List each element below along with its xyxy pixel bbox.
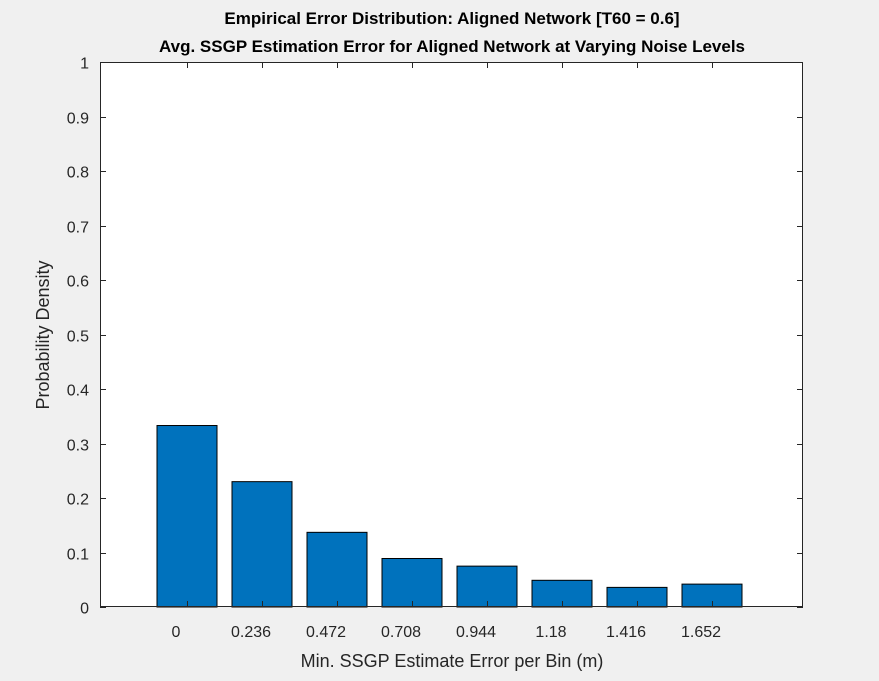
x-tick-label: 0.708 xyxy=(381,624,421,641)
x-tick-label: 0.236 xyxy=(231,624,271,641)
y-tick-label: 0.1 xyxy=(67,547,89,564)
bar-3 xyxy=(381,557,443,608)
x-tick-label: 1.18 xyxy=(535,624,566,641)
axes-layer: 0 0.1 0.2 0.3 0.4 0.5 0.6 0.7 0.8 0.9 1 0 0.236 0.472… xyxy=(67,56,803,641)
y-tick-label: 1 xyxy=(80,56,89,73)
chart-subtitle: Avg. SSGP Estimation Error for Aligned N… xyxy=(159,37,745,56)
x-tick-label: 1.416 xyxy=(606,624,646,641)
y-tick-label: 0 xyxy=(80,601,89,618)
y-tick-label: 0.3 xyxy=(67,438,89,455)
bar-0 xyxy=(156,425,218,608)
y-tick-label: 0.5 xyxy=(67,329,89,346)
x-tick-label: 1.652 xyxy=(681,624,721,641)
bar-2 xyxy=(306,531,368,608)
y-tick-label: 0.2 xyxy=(67,492,89,509)
y-tick-label: 0.4 xyxy=(67,383,89,400)
x-tick-label: 0 xyxy=(172,624,181,641)
x-tick-label: 0.944 xyxy=(456,624,496,641)
y-tick-label: 0.6 xyxy=(67,274,89,291)
chart-title: Empirical Error Distribution: Aligned Ne… xyxy=(224,9,679,28)
bar-1 xyxy=(231,481,293,608)
axes-box xyxy=(100,62,803,607)
x-tick-label: 0.472 xyxy=(306,624,346,641)
bar-4 xyxy=(456,565,518,608)
y-tick-label: 0.7 xyxy=(67,220,89,237)
y-tick-label: 0.9 xyxy=(67,111,89,128)
x-axis-label: Min. SSGP Estimate Error per Bin (m) xyxy=(301,651,604,671)
y-tick-label: 0.8 xyxy=(67,165,89,182)
bars-layer xyxy=(156,425,743,608)
y-axis-label: Probability Density xyxy=(33,260,53,409)
